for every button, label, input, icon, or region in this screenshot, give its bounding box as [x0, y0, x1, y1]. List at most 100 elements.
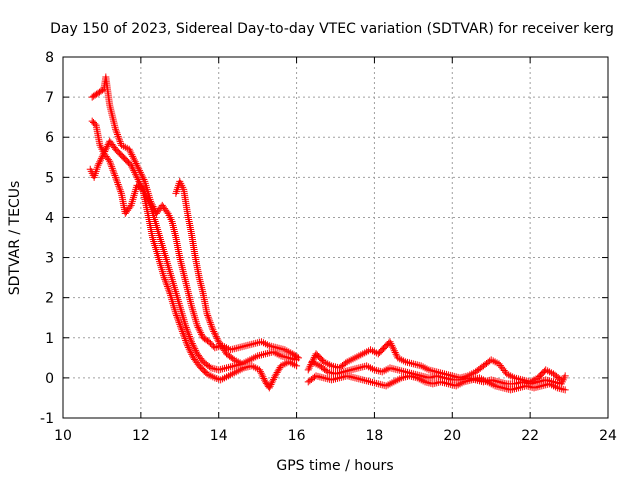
data-point [351, 365, 359, 373]
data-point [197, 330, 205, 338]
data-point [113, 129, 121, 137]
data-point [330, 375, 338, 383]
data-point [139, 174, 147, 182]
data-point [191, 345, 199, 353]
data-point [114, 179, 121, 187]
y-axis-label: SDTVAR / TECUs [7, 181, 23, 296]
data-point [190, 343, 198, 351]
data-point [127, 149, 135, 157]
data-point [387, 340, 395, 348]
data-point [117, 188, 125, 196]
data-point [260, 374, 268, 382]
data-point [96, 158, 104, 166]
y-tick-label: 1 [45, 331, 54, 347]
series-track-3 [86, 149, 301, 392]
data-point [347, 373, 355, 381]
data-point [431, 379, 439, 387]
data-point [376, 380, 384, 388]
data-point [376, 367, 384, 375]
data-point [248, 340, 256, 348]
data-point [179, 329, 187, 337]
data-point [470, 375, 478, 383]
data-point [402, 368, 410, 376]
data-point [102, 146, 110, 154]
data-point [236, 343, 244, 351]
data-point [195, 325, 203, 333]
data-point [359, 376, 367, 384]
data-point [392, 350, 400, 358]
data-point [95, 160, 103, 168]
x-tick-label: 10 [54, 428, 72, 444]
data-point [130, 167, 138, 175]
y-tick-label: 2 [45, 291, 54, 307]
data-point [355, 375, 363, 383]
data-point [94, 161, 102, 169]
data-point [322, 367, 330, 375]
data-point [182, 336, 190, 344]
data-point [129, 152, 137, 160]
data-point [112, 125, 120, 133]
data-point [389, 343, 397, 351]
data-point [97, 154, 105, 162]
series-track-1 [88, 73, 303, 362]
data-point [407, 359, 415, 367]
data-point [335, 369, 343, 377]
data-point [116, 138, 124, 146]
data-point [333, 363, 341, 371]
data-point [261, 350, 269, 358]
data-point [269, 375, 277, 383]
data-point [263, 349, 271, 357]
data-point [165, 288, 173, 296]
data-point [210, 327, 218, 335]
data-point [433, 379, 441, 387]
x-axis-label: GPS time / hours [276, 458, 393, 474]
data-point [357, 375, 365, 383]
data-point [495, 378, 503, 386]
data-point [390, 365, 398, 373]
data-point [361, 376, 369, 384]
data-point [130, 154, 138, 162]
data-point [106, 159, 114, 167]
data-point [134, 176, 142, 184]
data-point [126, 203, 134, 211]
data-point [107, 161, 115, 169]
data-point [349, 365, 357, 373]
data-point [267, 380, 275, 388]
data-point [228, 345, 236, 353]
data-point [162, 277, 170, 285]
data-point [91, 120, 99, 128]
data-point [131, 158, 139, 166]
data-point [130, 156, 138, 164]
x-tick-label: 16 [288, 428, 306, 444]
data-point [106, 157, 114, 165]
data-point [185, 345, 193, 353]
data-point [180, 333, 188, 341]
data-point [268, 379, 276, 387]
data-point [110, 170, 118, 178]
data-point [172, 310, 180, 318]
data-point [184, 344, 192, 352]
data-point [250, 340, 258, 348]
data-point [390, 347, 398, 355]
data-point [133, 174, 141, 182]
data-point [192, 346, 200, 354]
data-point [114, 131, 121, 139]
data-point [411, 360, 419, 368]
data-point [234, 344, 242, 352]
data-point [205, 338, 213, 346]
data-point [230, 345, 238, 353]
data-point [115, 136, 123, 144]
data-point [293, 356, 301, 364]
y-tick-label: 7 [45, 90, 54, 106]
data-point [126, 147, 134, 155]
data-point [314, 372, 322, 380]
data-point [188, 340, 196, 348]
data-point [177, 324, 185, 332]
data-point [275, 344, 283, 352]
data-point [349, 373, 357, 381]
series-track-7 [308, 358, 569, 388]
data-point [212, 333, 220, 341]
data-point [208, 341, 216, 349]
